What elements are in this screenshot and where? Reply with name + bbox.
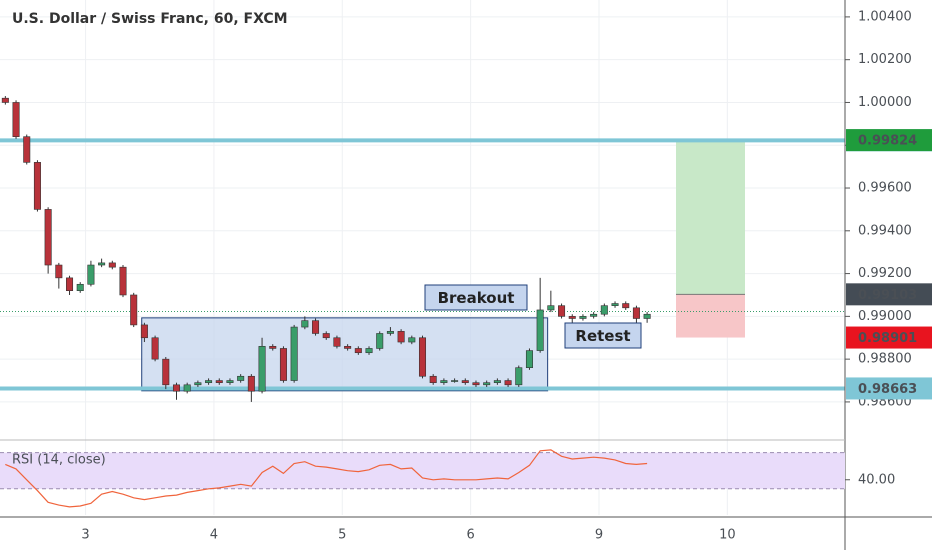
x-tick-label: 9 [595, 528, 603, 543]
y-tick-label: 1.00000 [858, 95, 912, 110]
y-tick-label: 0.98800 [858, 352, 912, 367]
candle-body [568, 316, 576, 319]
candle-body [600, 305, 608, 315]
candle-body [643, 313, 651, 319]
annotation-box [424, 284, 528, 311]
entry-label-box [846, 283, 932, 306]
candle-body [162, 358, 170, 386]
candle-body [333, 337, 341, 347]
y-tick-label: 1.00200 [858, 52, 912, 67]
stop-label: 0.98901 [858, 331, 917, 346]
target-zone [676, 140, 745, 295]
x-tick-label: 6 [466, 528, 474, 543]
candle-body [33, 162, 41, 210]
candle-body [183, 384, 191, 392]
candle-body [493, 380, 501, 383]
candle-body [226, 380, 234, 383]
candle-body [515, 367, 523, 386]
candle-body [418, 337, 427, 377]
candle-body [365, 348, 373, 354]
candle-body [525, 350, 533, 369]
candle-body [247, 375, 255, 392]
candle-body [279, 348, 287, 381]
candle-body [354, 348, 362, 354]
x-tick-label: 3 [81, 528, 89, 543]
candle-body [376, 333, 384, 349]
x-tick-label: 4 [210, 528, 218, 543]
candle-body [344, 346, 352, 349]
candle-body [558, 305, 566, 317]
candle-body [429, 375, 437, 383]
candle-body [12, 102, 20, 137]
annotation: Retest [575, 327, 630, 345]
candle-body [269, 346, 277, 349]
candle-body [397, 331, 405, 343]
y-tick-label: 0.99200 [858, 266, 912, 281]
rsi-title: RSI (14, close) [12, 453, 106, 468]
y-tick-label: 0.99600 [858, 181, 912, 196]
candle-body [472, 382, 480, 386]
candle-body [461, 380, 469, 383]
entry-label: 0.99103 [858, 288, 917, 303]
candle-body [55, 264, 63, 279]
candle-body [76, 283, 84, 291]
stop-label-box [846, 326, 932, 349]
annotation-box [564, 322, 642, 349]
rsi-line [5, 449, 648, 508]
candle-body [312, 320, 320, 334]
candle-body [108, 262, 116, 268]
candle-body [119, 266, 127, 296]
y-tick-label: 0.99000 [858, 309, 912, 324]
candle-body [536, 309, 544, 351]
candle-body [408, 337, 416, 343]
x-tick-label: 5 [338, 528, 346, 543]
level-label: 0.98663 [858, 382, 917, 397]
candle-body [130, 294, 138, 326]
candle-body [622, 303, 630, 309]
candle-body [301, 320, 309, 328]
candle-body [451, 380, 459, 382]
x-tick-label: 10 [719, 528, 736, 543]
candle-body [258, 346, 266, 392]
candle-body [611, 303, 619, 306]
candle-body [205, 380, 213, 383]
candle-body [44, 209, 52, 266]
candle-body [579, 316, 587, 319]
candle-body [547, 305, 555, 311]
level-label-box [846, 377, 932, 400]
candle-body [1, 97, 9, 103]
candle-body [290, 326, 298, 381]
candle-body [386, 331, 394, 334]
rsi-band [0, 452, 845, 489]
target-label-box [846, 129, 932, 152]
chart-title: U.S. Dollar / Swiss Franc, 60, FXCM [12, 11, 288, 27]
annotation: Breakout [438, 289, 515, 307]
target-label: 0.99824 [858, 134, 917, 149]
plot [0, 96, 845, 402]
y-tick-label: 1.00400 [858, 9, 912, 24]
range-box [141, 317, 549, 392]
candle-body [483, 382, 491, 386]
candle-body [504, 380, 512, 386]
candle-body [632, 307, 640, 319]
candle-body [237, 375, 245, 381]
candle-body [87, 264, 95, 285]
candle-body [66, 277, 74, 291]
candle-body [322, 333, 330, 339]
candle-body [194, 382, 202, 386]
stop-zone [676, 294, 745, 338]
y-tick-label: 0.99400 [858, 223, 912, 238]
candle-body [172, 384, 180, 392]
candle-body [98, 262, 106, 266]
rsi-y-tick-label: 40.00 [858, 472, 895, 487]
candle-body [215, 380, 223, 383]
candle-body [440, 380, 448, 383]
candle-body [151, 337, 159, 360]
candle-body [140, 324, 148, 339]
candle-body [23, 136, 31, 163]
candle-body [590, 313, 598, 317]
